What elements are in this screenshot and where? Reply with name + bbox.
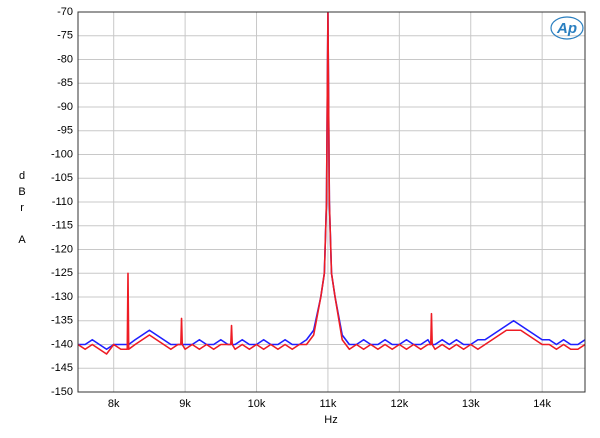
- y-tick-label: -140: [51, 338, 73, 350]
- y-tick-label: -115: [52, 220, 73, 232]
- y-tick-label: -100: [51, 148, 73, 160]
- y-tick-label: -120: [51, 243, 73, 255]
- y-tick-label: -85: [57, 77, 73, 89]
- y-tick-label: -80: [57, 53, 73, 65]
- y-tick-label: -135: [51, 315, 73, 327]
- x-tick-label: 14k: [533, 398, 551, 410]
- y-tick-label: -145: [51, 362, 73, 374]
- x-tick-label: 9k: [179, 398, 191, 410]
- y-tick-label: -150: [51, 386, 73, 398]
- x-tick-label: 8k: [108, 398, 120, 410]
- x-tick-label: 12k: [390, 398, 408, 410]
- y-axis-label: dBr A: [16, 170, 28, 250]
- y-tick-label: -125: [51, 267, 73, 279]
- y-tick-label: -105: [51, 172, 73, 184]
- y-tick-label: -75: [57, 30, 73, 42]
- x-tick-label: 10k: [248, 398, 266, 410]
- series-line: [78, 12, 585, 355]
- y-tick-label: -70: [57, 6, 73, 18]
- plot-frame: [77, 11, 586, 393]
- y-tick-label: -130: [51, 291, 73, 303]
- y-tick-label: -95: [57, 125, 73, 137]
- y-tick-label: -90: [57, 101, 73, 113]
- logo: Ap: [556, 20, 577, 37]
- x-tick-label: 13k: [462, 398, 480, 410]
- logo-ring: [550, 16, 584, 40]
- series-line: [78, 12, 585, 351]
- x-tick-label: 11k: [319, 398, 336, 410]
- y-tick-label: -110: [52, 196, 73, 208]
- x-axis-label: Hz: [324, 414, 337, 426]
